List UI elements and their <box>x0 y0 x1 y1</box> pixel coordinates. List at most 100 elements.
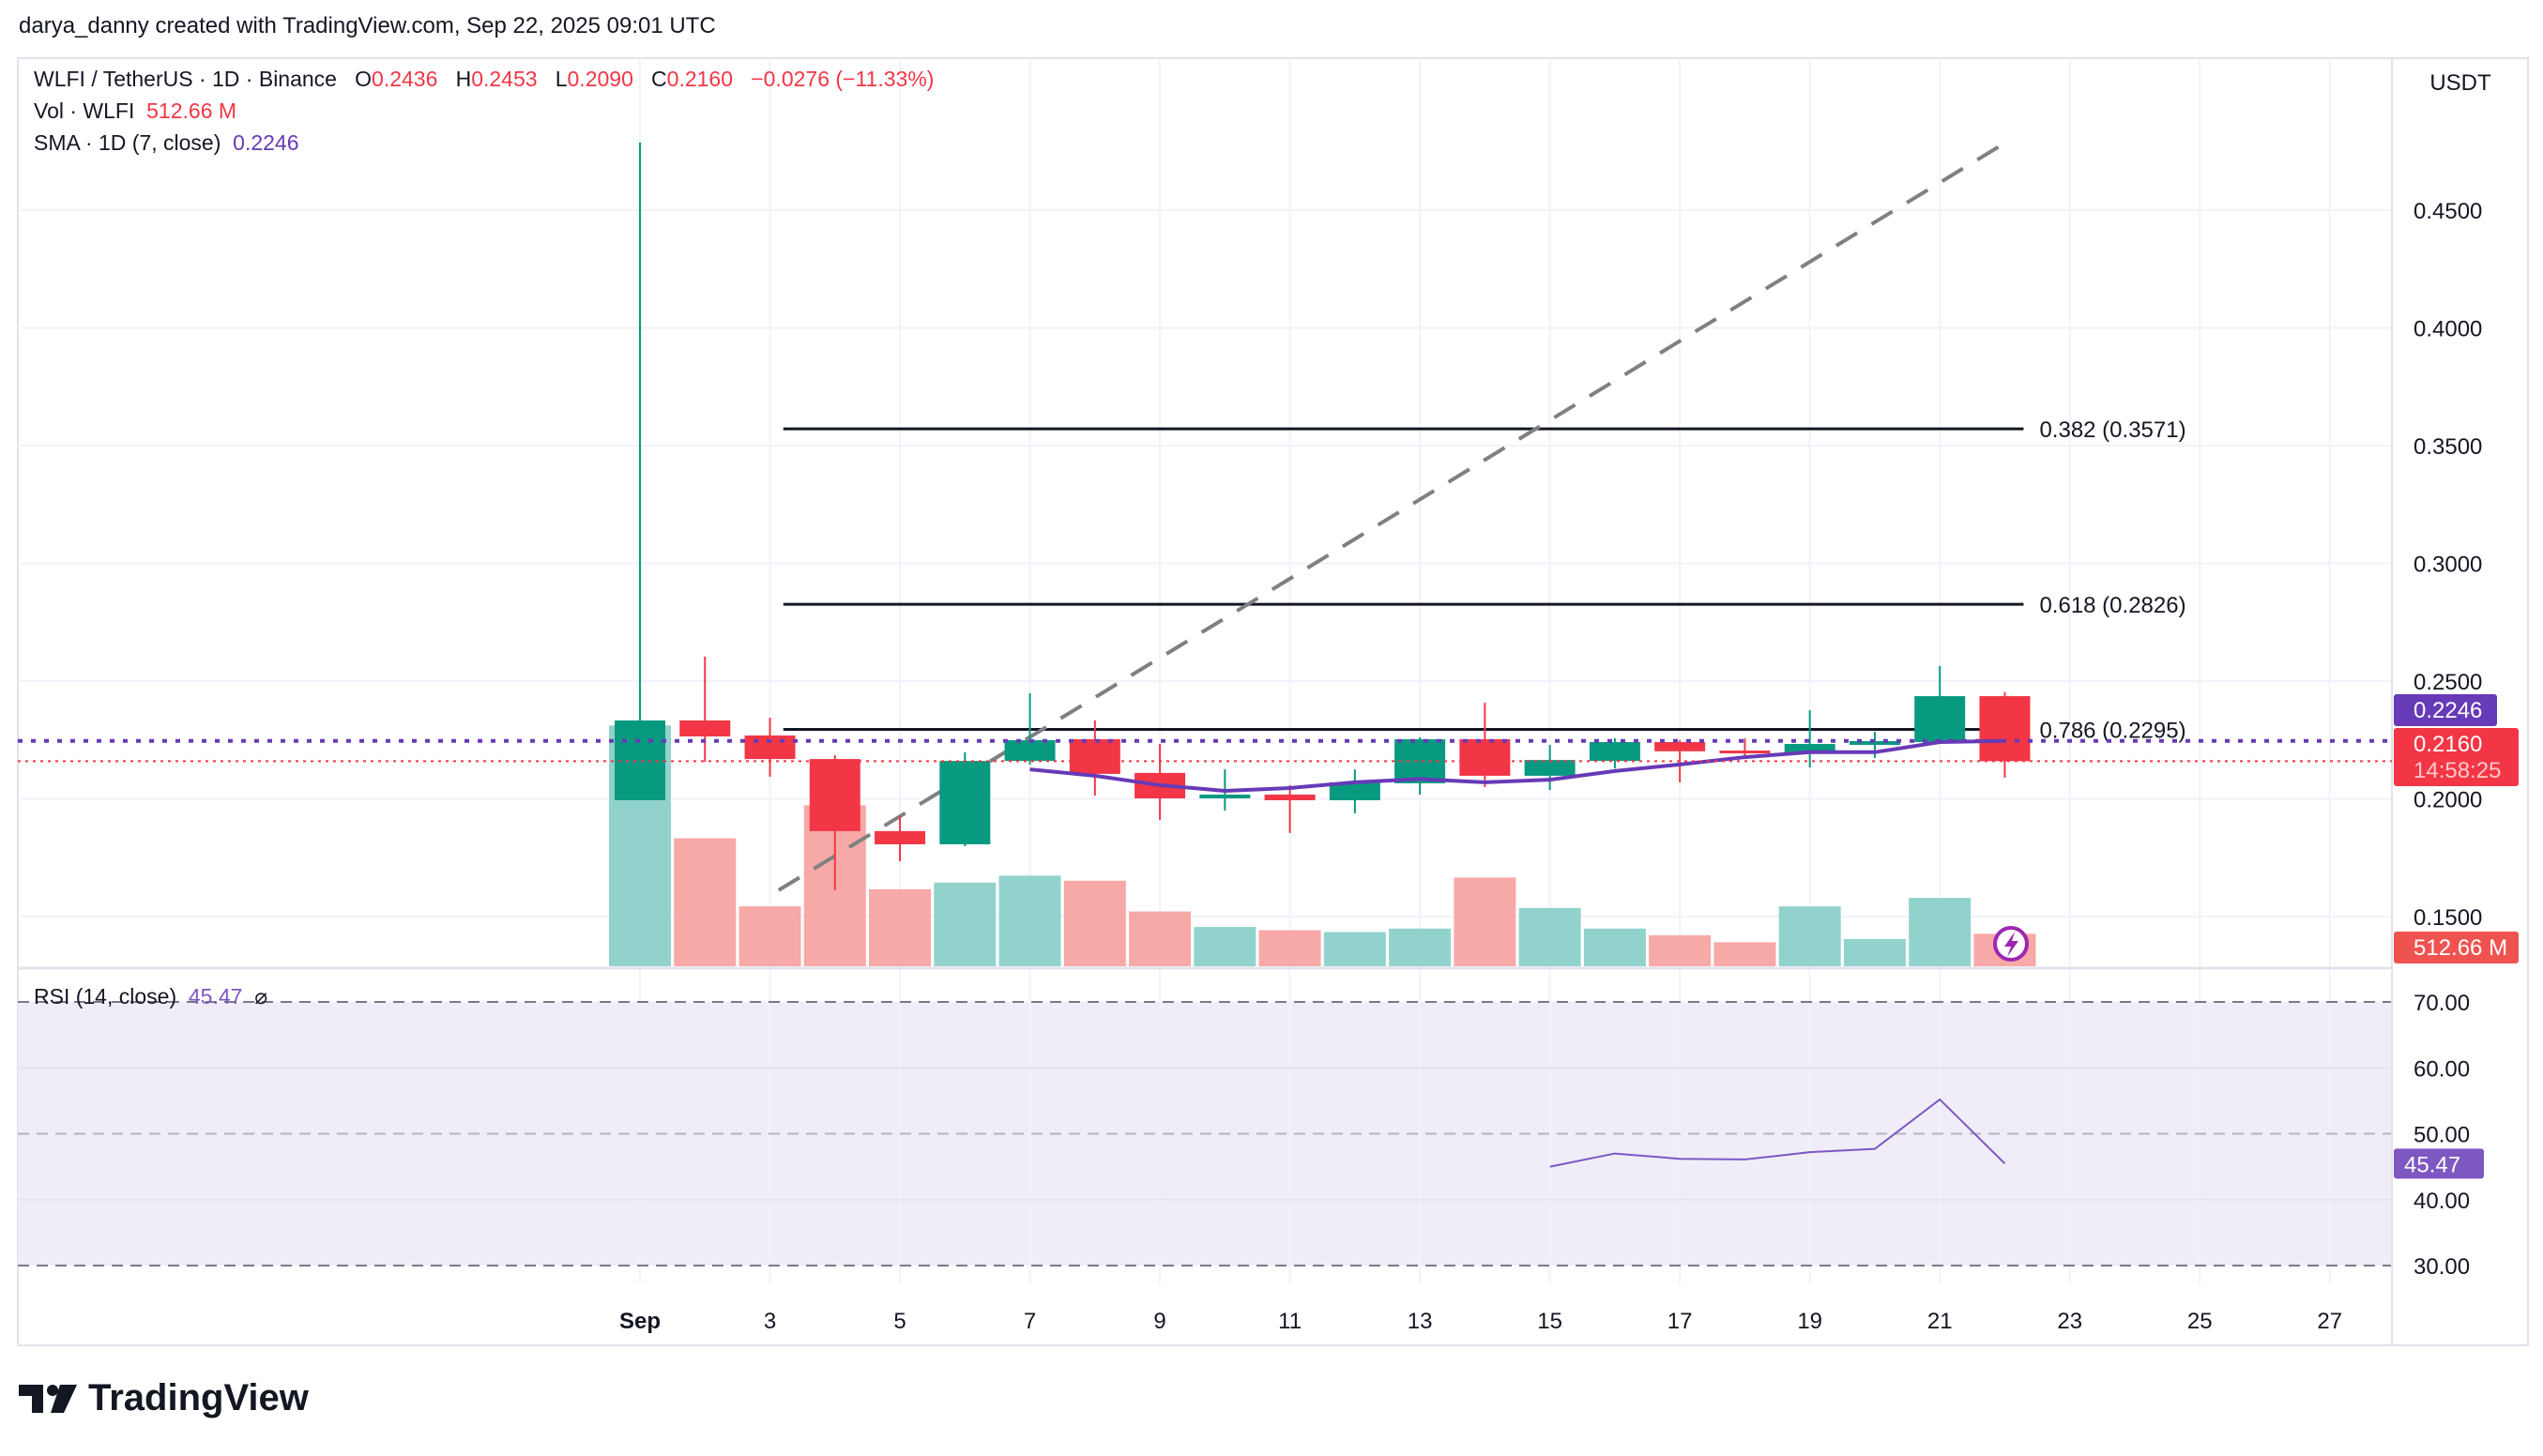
volume-bar <box>1583 928 1646 966</box>
time-tick-label: Sep <box>619 1309 661 1334</box>
time-tick-label: 25 <box>2187 1309 2213 1334</box>
fib-level-label: 0.382 (0.3571) <box>2039 417 2185 443</box>
rsi-tick-label: 40.00 <box>2414 1189 2470 1214</box>
rsi-tick-label: 60.00 <box>2414 1056 2470 1082</box>
volume-bars <box>609 725 2036 966</box>
volume-bar <box>1258 930 1321 966</box>
candle-up <box>939 761 991 844</box>
volume-bar <box>1778 906 1841 966</box>
sma-price-badge-text: 0.2246 <box>2414 698 2482 723</box>
candle-down <box>875 830 926 844</box>
candle-up <box>1524 760 1576 776</box>
volume-bar <box>1129 911 1192 966</box>
time-tick-label: 21 <box>1927 1309 1953 1334</box>
close-value: 0.2160 <box>666 67 734 91</box>
candle-up <box>1329 781 1380 801</box>
volume-bar <box>934 882 997 966</box>
low-label: L <box>555 67 568 91</box>
time-tick-label: 15 <box>1537 1309 1562 1334</box>
tradingview-logo-icon <box>19 1384 77 1413</box>
price-tick-label: 0.3000 <box>2414 553 2482 578</box>
rsi-tick-label: 50.00 <box>2414 1123 2470 1148</box>
rsi-axis: 70.00 60.00 50.00 40.00 30.00 <box>2414 991 2470 1280</box>
rsi-line <box>1549 1098 2006 1168</box>
hide-icon[interactable]: ⌀ <box>254 984 268 1009</box>
fib-level-label: 0.618 (0.2826) <box>2039 593 2185 618</box>
price-tick-label: 0.2000 <box>2414 788 2482 813</box>
time-tick-label: 13 <box>1408 1309 1433 1334</box>
logo-text: TradingView <box>88 1377 309 1418</box>
rsi-value: 45.47 <box>188 984 243 1009</box>
trend-line-dashed <box>777 141 2007 892</box>
volume-label: Vol · WLFI <box>34 99 135 123</box>
rsi-tick-label: 70.00 <box>2414 991 2470 1016</box>
volume-bar <box>1909 898 1972 966</box>
close-price-badge-text: 0.2160 <box>2414 732 2482 757</box>
sma-line <box>1029 738 2005 793</box>
candle-down <box>1264 794 1316 801</box>
fib-retracement[interactable]: 0.382 (0.3571) 0.618 (0.2826) 0.786 (0.229… <box>783 417 2186 743</box>
rsi-badge-text: 45.47 <box>2404 1152 2460 1177</box>
time-axis[interactable]: Sep 3 5 7 9 11 13 15 17 19 21 23 25 27 <box>619 1309 2342 1334</box>
close-label: C <box>651 67 667 91</box>
price-lines <box>18 738 2392 763</box>
volume-value: 512.66 M <box>146 99 237 123</box>
chart-frame <box>17 57 2529 1346</box>
volume-bar <box>998 875 1061 966</box>
candle-up <box>1784 744 1835 752</box>
volume-bar <box>1649 934 1712 966</box>
volume-bar <box>1063 880 1126 966</box>
fib-level-label: 0.786 (0.2295) <box>2039 718 2185 743</box>
time-tick-label: 7 <box>1024 1309 1036 1334</box>
candle-down <box>679 720 731 736</box>
high-label: H <box>455 67 472 91</box>
price-tick-label: 0.2500 <box>2414 670 2482 695</box>
volume-bar <box>1518 907 1581 966</box>
candle-up <box>1004 740 1056 762</box>
sma-value: 0.2246 <box>233 130 299 155</box>
time-tick-label: 19 <box>1797 1309 1822 1334</box>
candle-down <box>809 759 860 831</box>
rsi-badge <box>2394 1148 2484 1179</box>
trend-line[interactable] <box>777 141 2007 892</box>
legend-symbol-row[interactable]: WLFI / TetherUS · 1D · Binance O0.2436 H… <box>34 67 934 92</box>
candle-down <box>1654 742 1706 751</box>
volume-bar <box>1194 927 1256 966</box>
low-value: 0.2090 <box>567 67 633 91</box>
candle-down <box>1069 738 1120 774</box>
sma-label: SMA · 1D (7, close) <box>34 130 221 155</box>
rsi-label: RSI (14, close) <box>34 984 177 1009</box>
volume-badge-text: 512.66 M <box>2414 935 2507 961</box>
volume-bar <box>674 838 737 966</box>
candle-up <box>1914 696 1966 743</box>
legend-sma-row[interactable]: SMA · 1D (7, close) 0.2246 <box>34 130 299 156</box>
lightning-icon[interactable] <box>1993 926 2029 962</box>
change-value: −0.0276 (−11.33%) <box>751 67 935 91</box>
price-tick-label: 0.4000 <box>2414 317 2482 342</box>
time-tick-label: 17 <box>1667 1309 1693 1334</box>
tradingview-logo[interactable]: TradingView <box>19 1377 309 1419</box>
candle-up <box>1849 741 1900 746</box>
legend-volume-row[interactable]: Vol · WLFI 512.66 M <box>34 99 236 124</box>
volume-bar <box>1323 932 1386 966</box>
price-axis[interactable]: 0.4500 0.4000 0.3500 0.3000 0.2500 0.2000 0.15… <box>2414 199 2482 931</box>
currency-label: USDT <box>2429 70 2491 96</box>
volume-bar <box>1713 942 1776 966</box>
price-tick-label: 0.1500 <box>2414 905 2482 931</box>
open-value: 0.2436 <box>372 67 438 91</box>
high-value: 0.2453 <box>471 67 538 91</box>
time-tick-label: 3 <box>764 1309 776 1334</box>
close-price-badge <box>2394 728 2519 786</box>
candle-down <box>1459 738 1511 776</box>
time-tick-label: 11 <box>1278 1309 1302 1334</box>
candle-down <box>1719 751 1771 754</box>
legend-rsi-row[interactable]: RSI (14, close) 45.47 ⌀ <box>34 984 267 1009</box>
currency-button[interactable]: USDT <box>2399 60 2521 103</box>
rsi-tick-label: 30.00 <box>2414 1254 2470 1280</box>
volume-bar <box>1389 928 1452 966</box>
volume-badge <box>2394 932 2519 963</box>
volume-bar <box>869 888 932 966</box>
candle-down <box>744 735 796 760</box>
